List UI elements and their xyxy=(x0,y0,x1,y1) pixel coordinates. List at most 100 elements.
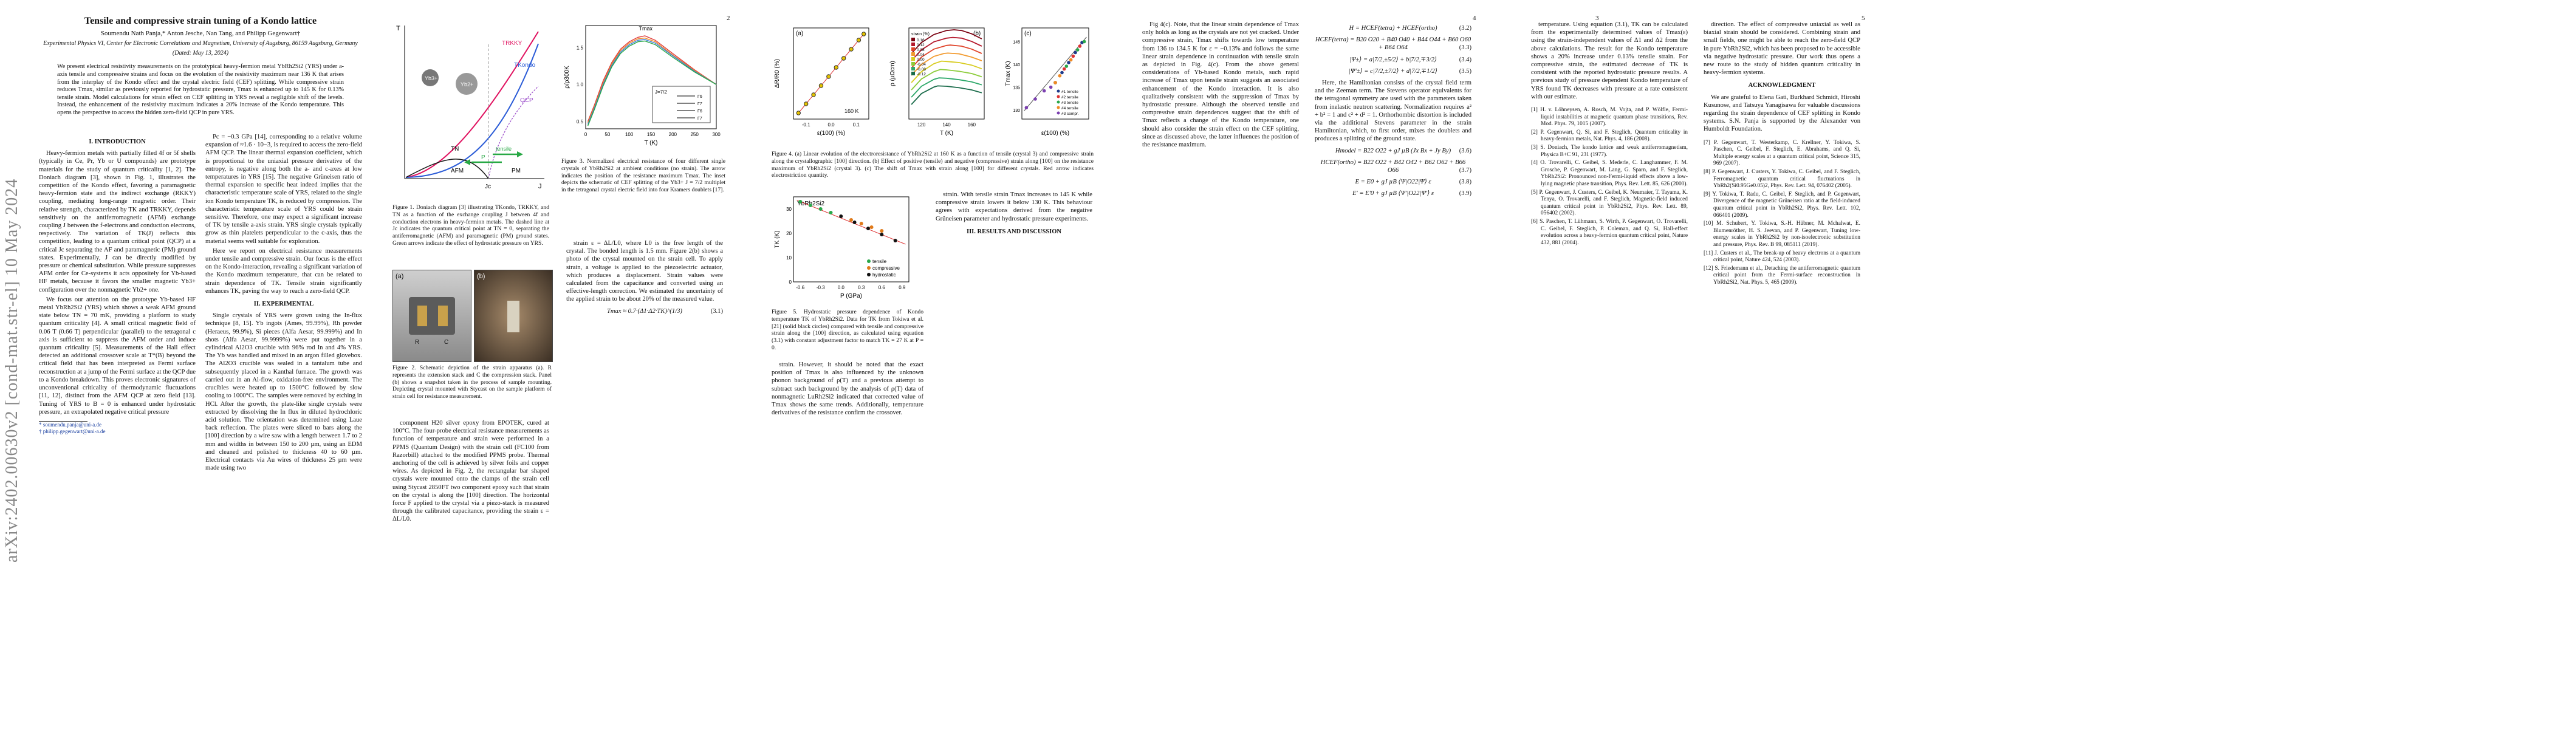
series-line xyxy=(911,77,982,98)
x-tick-label: 200 xyxy=(669,132,677,137)
plot-frame xyxy=(793,196,909,282)
legend-label: 0.08 xyxy=(917,48,925,52)
x-axis-label: P (GPa) xyxy=(840,293,862,299)
panel-label: (a) xyxy=(396,273,404,280)
axis-label-j: J xyxy=(538,183,542,190)
data-point xyxy=(1064,64,1069,68)
paragraph: We focus our attention on the prototype … xyxy=(39,296,196,416)
label-r: R xyxy=(415,339,420,346)
series-line xyxy=(587,35,717,122)
paper-title: Tensile and compressive strain tuning of… xyxy=(84,16,317,26)
legend-label: 0.00 xyxy=(917,58,925,62)
equation-3-3: HCEF(tetra) = B20 O20 + B40 O40 + B44 O4… xyxy=(1315,36,1471,52)
legend-label: #1 tensile xyxy=(1061,90,1078,94)
x-tick-label: -0.6 xyxy=(796,285,804,290)
legend-label: 0.12 xyxy=(917,43,925,47)
series-line xyxy=(587,37,717,123)
data-point xyxy=(1075,48,1080,52)
x-tick-label: -0.1 xyxy=(802,122,810,128)
y-axis-label: ρ (µΩcm) xyxy=(889,61,896,86)
figure-4a-chart: ε(100) (%) ΔR/R0 (%) (a) 160 K -0.1 0.0 0.1 xyxy=(774,27,869,137)
legend-label: compressive xyxy=(872,265,900,271)
legend-marker xyxy=(867,273,871,276)
series-line xyxy=(911,44,982,69)
data-point xyxy=(869,225,874,229)
legend-label: #3 tensile xyxy=(1061,101,1078,105)
reference: [6] S. Paschen, T. Lühmann, S. Wirth, P.… xyxy=(1531,218,1688,246)
data-point xyxy=(811,92,816,97)
reference: [9] Y. Tokiwa, T. Radu, C. Geibel, F. St… xyxy=(1704,191,1860,219)
reference: [12] S. Friedemann et al., Detaching the… xyxy=(1704,265,1860,286)
paragraph: strain. However, it should be noted that… xyxy=(772,361,923,417)
reference: [5] P. Gegenwart, J. Custers, C. Geibel,… xyxy=(1531,189,1688,217)
reference: [1] H. v. Löhneysen, A. Rosch, M. Vojta,… xyxy=(1531,107,1688,128)
x-axis-label: T (K) xyxy=(644,140,657,146)
y-tick-label: 135 xyxy=(1013,86,1020,91)
figure-5-caption: Figure 5. Hydrostatic pressure dependenc… xyxy=(772,309,923,351)
paragraph: temperature. Using equation (3.1), TK ca… xyxy=(1531,21,1688,100)
page3-col-right: strain. With tensile strain Tmax increas… xyxy=(936,191,1092,239)
legend-swatch xyxy=(911,67,915,70)
section-heading: II. EXPERIMENTAL xyxy=(253,301,314,308)
legend-swatch xyxy=(911,72,915,75)
x-tick-label: 160 xyxy=(968,122,976,128)
fit-line xyxy=(796,200,906,245)
x-tick-label: 0.3 xyxy=(858,285,865,290)
label-afm: AFM xyxy=(451,168,464,174)
reference: [2] P. Gegenwart, Q. Si, and F. Steglich… xyxy=(1531,129,1688,143)
plot-frame xyxy=(585,25,717,129)
fit-line xyxy=(798,33,865,114)
y-tick-label: 1.0 xyxy=(577,82,584,87)
label-pm: PM xyxy=(512,168,521,174)
legend-label: hydrostatic xyxy=(872,272,896,278)
x-tick-label: 0.9 xyxy=(899,285,906,290)
panel-label: (a) xyxy=(796,30,803,37)
data-point xyxy=(1067,61,1070,64)
y-tick-label: 130 xyxy=(1013,109,1020,113)
level-label: Γ6 xyxy=(697,109,702,114)
annotation: 160 K xyxy=(844,108,859,114)
figure-2-strain-cell: (a) R C (b) xyxy=(392,270,553,362)
data-point xyxy=(1053,81,1057,84)
data-point xyxy=(893,239,897,242)
data-point xyxy=(1049,85,1053,89)
section-heading: III. RESULTS AND DISCUSSION xyxy=(966,228,1061,235)
legend-swatch xyxy=(911,47,915,51)
level-label: Γ7 xyxy=(697,102,702,106)
y-axis-label: ρ/ρ300K xyxy=(564,66,570,89)
panel-label: (c) xyxy=(1024,30,1032,37)
data-point xyxy=(818,207,823,211)
data-point xyxy=(1082,39,1086,44)
data-point xyxy=(1071,54,1075,58)
reference: [10] M. Schubert, Y. Tokiwa, S.-H. Hübne… xyxy=(1704,221,1860,248)
x-tick-label: 250 xyxy=(690,132,699,137)
y-tick-label: 20 xyxy=(786,231,792,236)
plot-frame xyxy=(908,27,985,120)
inset-frame xyxy=(652,86,711,123)
data-point xyxy=(1033,97,1037,101)
data-point xyxy=(839,214,843,218)
equation-3-2: H = HCEF(tetra) + HCEF(ortho) (3.2) xyxy=(1349,25,1471,32)
series-line xyxy=(911,36,982,61)
y-axis-label: Tmax (K) xyxy=(1005,61,1012,86)
panel-label: (b) xyxy=(477,273,485,280)
legend-label: 0.04 xyxy=(917,53,925,57)
y-tick-label: 0 xyxy=(789,279,792,285)
data-point xyxy=(829,211,833,214)
panel-label: (b) xyxy=(973,30,981,37)
figure-2-caption: Figure 2. Schematic depiction of the str… xyxy=(392,364,552,400)
inset-j-label: J=7/2 xyxy=(655,89,667,95)
legend-label: #2 tensile xyxy=(1061,95,1078,100)
page2-col-right: strain ε = ΔL/L0, where L0 is the free l… xyxy=(566,239,723,319)
figure-3-caption: Figure 3. Normalized electrical resistan… xyxy=(561,158,725,194)
page-number: 3 xyxy=(1595,15,1599,22)
legend-marker xyxy=(1057,106,1060,109)
x-tick-label: 300 xyxy=(712,132,721,137)
paragraph: Single crystals of YRS were grown using … xyxy=(205,312,362,472)
label-trkky: TRKKY xyxy=(502,40,522,47)
footnote: * soumendu.panja@uni-a.de xyxy=(39,421,102,428)
paragraph: component H20 silver epoxy from EPOTEK, … xyxy=(392,420,549,523)
arxiv-stamp: arXiv:2402.00630v2 [cond-mat.str-el] 10 … xyxy=(2,178,21,563)
label-yb3: Yb3+ xyxy=(425,75,437,81)
